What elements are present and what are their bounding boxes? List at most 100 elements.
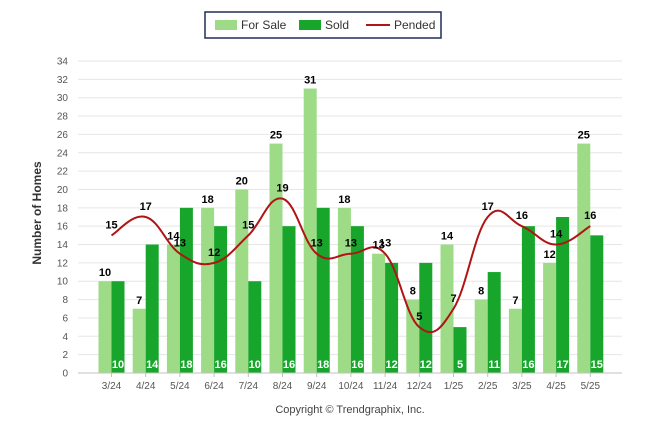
bar-sold — [590, 235, 604, 373]
data-label-sold: 16 — [283, 359, 295, 371]
data-label-for-sale: 8 — [410, 286, 416, 298]
data-label-for-sale: 14 — [167, 231, 180, 243]
x-tick-label: 3/24 — [102, 381, 122, 392]
x-axis: 3/24 4/24 5/24 6/24 7/24 8/24 9/24 10/24 11/24 12… — [78, 372, 622, 392]
y-axis-label: Number of Homes — [30, 161, 44, 265]
data-label-for-sale: 12 — [543, 249, 555, 261]
data-label-sold: 18 — [317, 359, 329, 371]
pended-line-layer — [110, 197, 591, 333]
data-label-sold: 16 — [351, 359, 363, 371]
bar-sold — [145, 244, 159, 373]
x-tick-label: 12/24 — [407, 381, 432, 392]
data-label-sold: 10 — [249, 359, 261, 371]
bar-sold — [282, 226, 296, 373]
y-tick-label: 10 — [57, 277, 69, 288]
data-label-pended: 17 — [482, 201, 494, 213]
x-tick-label: 4/24 — [136, 381, 156, 392]
data-label-sold: 16 — [214, 359, 226, 371]
y-tick-label: 0 — [62, 369, 68, 380]
bar-for-sale — [508, 308, 522, 373]
data-label-pended: 14 — [550, 229, 563, 241]
bar-sold — [419, 262, 433, 373]
y-tick-label: 28 — [57, 112, 69, 123]
x-tick-label: 9/24 — [307, 381, 327, 392]
value-labels: 10 10 7 14 14 18 18 16 20 10 25 16 31 18 18 16 13 12 8 12 14… — [99, 75, 603, 371]
x-tick-label: 5/24 — [170, 381, 190, 392]
data-label-pended: 16 — [516, 210, 528, 222]
bar-sold — [521, 226, 535, 373]
bar-for-sale — [98, 281, 112, 373]
bar-sold — [385, 262, 399, 373]
y-tick-label: 30 — [57, 93, 69, 104]
y-tick-label: 2 — [62, 350, 68, 361]
legend-swatch-for-sale — [215, 20, 237, 30]
pended-line — [110, 197, 591, 333]
bar-for-sale — [543, 262, 557, 373]
bar-sold — [453, 327, 467, 373]
data-label-sold: 14 — [146, 359, 159, 371]
bar-for-sale — [440, 244, 454, 373]
data-label-pended: 7 — [450, 293, 456, 305]
bar-for-sale — [132, 308, 146, 373]
x-tick-label: 4/25 — [546, 381, 566, 392]
bar-for-sale — [303, 88, 317, 373]
data-label-for-sale: 18 — [338, 194, 350, 206]
y-tick-label: 12 — [57, 258, 69, 269]
y-tick-label: 34 — [57, 57, 69, 68]
bars — [98, 88, 604, 373]
legend-label-pended: Pended — [394, 18, 435, 32]
data-label-pended: 13 — [311, 238, 323, 250]
bar-for-sale — [201, 207, 215, 373]
bar-sold — [248, 281, 262, 373]
bar-for-sale — [166, 244, 180, 373]
bar-sold — [487, 272, 501, 373]
data-label-sold: 10 — [112, 359, 124, 371]
data-label-for-sale: 25 — [578, 130, 590, 142]
data-label-sold: 5 — [457, 359, 463, 371]
data-label-for-sale: 25 — [270, 130, 282, 142]
data-label-for-sale: 18 — [201, 194, 213, 206]
data-label-pended: 13 — [379, 238, 391, 250]
bar-sold — [316, 207, 330, 373]
legend-swatch-sold — [299, 20, 321, 30]
data-label-pended: 15 — [242, 219, 254, 231]
data-label-for-sale: 31 — [304, 75, 316, 87]
legend-box — [204, 11, 442, 39]
y-tick-label: 20 — [57, 185, 69, 196]
data-label-for-sale: 7 — [512, 295, 518, 307]
data-label-pended: 17 — [140, 201, 152, 213]
bar-sold — [556, 217, 570, 373]
bar-for-sale — [235, 189, 249, 373]
data-label-for-sale: 7 — [136, 295, 142, 307]
data-label-for-sale: 20 — [236, 175, 248, 187]
y-tick-label: 6 — [62, 313, 68, 324]
data-label-sold: 16 — [522, 359, 534, 371]
data-label-sold: 12 — [385, 359, 397, 371]
data-label-for-sale: 10 — [99, 267, 111, 279]
y-tick-label: 4 — [62, 332, 68, 343]
x-tick-label: 6/24 — [204, 381, 224, 392]
copyright-footer: Copyright © Trendgraphix, Inc. — [275, 404, 424, 416]
data-label-for-sale: 8 — [478, 286, 484, 298]
data-label-pended: 13 — [174, 238, 186, 250]
y-tick-label: 22 — [57, 167, 69, 178]
legend-label-sold: Sold — [325, 18, 349, 32]
bar-sold — [350, 226, 364, 373]
data-label-sold: 15 — [591, 359, 603, 371]
legend-label-for-sale: For Sale — [241, 18, 287, 32]
x-tick-label: 5/25 — [581, 381, 601, 392]
x-tick-label: 7/24 — [239, 381, 259, 392]
x-tick-label: 8/24 — [273, 381, 293, 392]
data-label-pended: 5 — [416, 311, 422, 323]
data-label-for-sale: 13 — [372, 240, 384, 252]
data-label-pended: 12 — [208, 247, 220, 259]
data-label-pended: 15 — [105, 219, 117, 231]
data-label-sold: 17 — [556, 359, 568, 371]
bar-for-sale — [372, 253, 386, 373]
x-tick-label: 2/25 — [478, 381, 498, 392]
y-tick-label: 14 — [57, 240, 69, 251]
x-tick-label: 10/24 — [338, 381, 363, 392]
bar-for-sale — [337, 207, 351, 373]
